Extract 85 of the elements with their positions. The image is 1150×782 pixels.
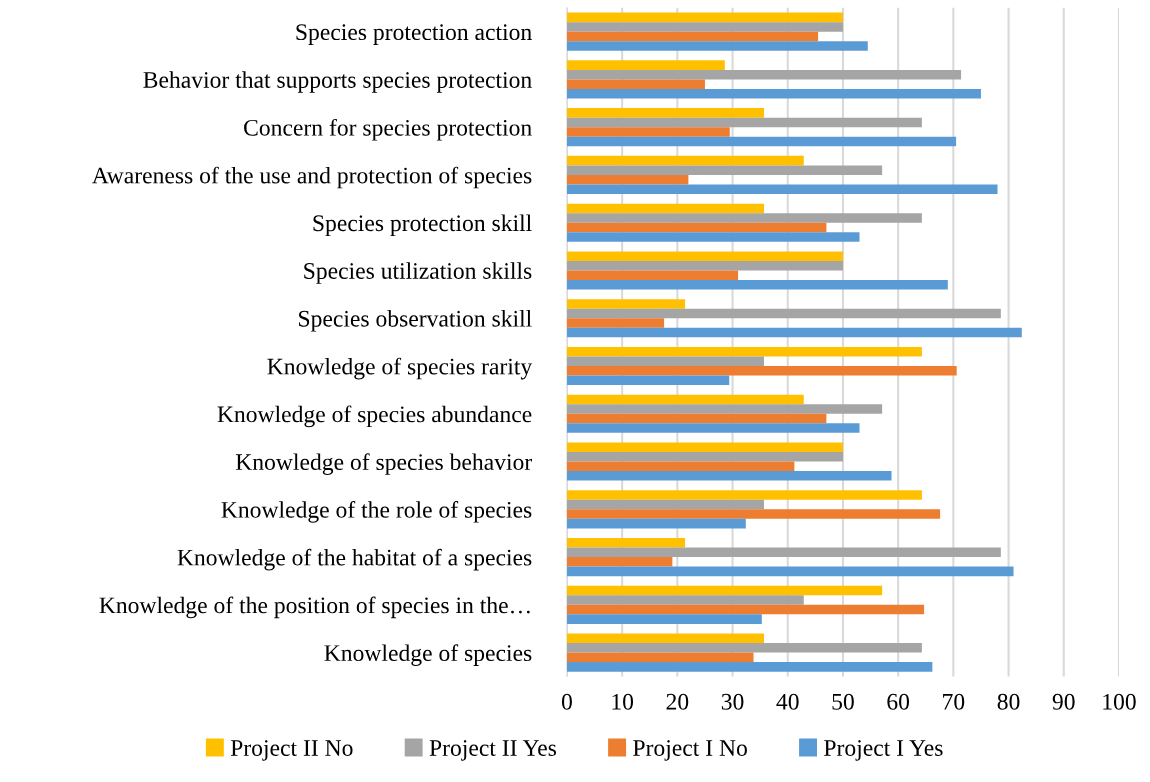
bar xyxy=(566,136,957,147)
legend-label: Project I Yes xyxy=(824,740,943,761)
legend-label: Project I No xyxy=(633,740,747,761)
y-tick-label: Concern for species protection xyxy=(244,118,532,141)
bar xyxy=(566,604,925,615)
bar xyxy=(566,346,922,357)
bar xyxy=(566,451,843,462)
y-tick-label: Species protection skill xyxy=(313,214,532,236)
bar xyxy=(566,155,804,166)
bar xyxy=(566,203,765,214)
bar xyxy=(566,174,689,185)
y-tick-label: Knowledge of species abundance xyxy=(217,405,532,428)
bar xyxy=(566,566,1014,577)
x-tick-label: 70 xyxy=(943,693,965,710)
bar xyxy=(566,260,843,271)
x-tick-label: 30 xyxy=(721,693,744,710)
bar xyxy=(566,270,739,281)
y-tick-label: Knowledge of species xyxy=(324,644,532,666)
legend-label: Project II No xyxy=(230,740,353,761)
bar xyxy=(566,518,746,529)
x-tick-label: 50 xyxy=(832,693,854,710)
bar xyxy=(566,280,948,290)
bar xyxy=(566,31,819,42)
y-tick-label: Knowledge of the habitat of a species xyxy=(177,548,532,571)
x-tick-label: 10 xyxy=(612,693,634,710)
y-tick-label: Knowledge of the position of species in the… xyxy=(99,596,530,619)
bar xyxy=(566,499,765,510)
y-tick-label: Knowledge of species rarity xyxy=(267,357,533,380)
bar xyxy=(566,299,686,309)
bar xyxy=(566,614,762,624)
x-tick-label: 90 xyxy=(1052,693,1075,710)
x-tick-label: 40 xyxy=(776,693,799,710)
bar xyxy=(566,652,754,663)
bar xyxy=(566,41,868,51)
y-tick-label: Species observation skill xyxy=(299,310,532,332)
bar xyxy=(566,213,922,223)
y-tick-label: Species protection action xyxy=(296,24,532,45)
bar xyxy=(566,117,922,128)
bar xyxy=(566,394,804,405)
x-tick-label: 100 xyxy=(1103,693,1136,710)
bar xyxy=(566,127,730,137)
y-tick-label: Species utilization skills xyxy=(304,262,532,284)
bar xyxy=(566,375,730,386)
bar xyxy=(566,222,827,233)
bar xyxy=(566,366,957,376)
bar xyxy=(566,662,933,672)
y-tick-label: Awareness of the use and protection of species xyxy=(92,166,532,189)
bar xyxy=(566,537,686,548)
x-tick-label: 60 xyxy=(887,693,910,710)
bar xyxy=(566,509,941,519)
bar xyxy=(566,356,765,366)
bar xyxy=(566,557,673,567)
bar xyxy=(566,22,843,32)
bar xyxy=(566,413,827,424)
bar xyxy=(566,165,883,175)
y-tick-label: Knowledge of species behavior xyxy=(235,453,533,475)
x-tick-label: 20 xyxy=(666,693,689,710)
bar xyxy=(566,79,705,90)
bar xyxy=(566,547,1001,558)
legend-label: Project II Yes xyxy=(429,740,557,761)
bar xyxy=(566,89,981,99)
bar xyxy=(566,490,922,500)
bar xyxy=(566,404,883,414)
bar xyxy=(566,643,922,653)
x-tick-label: 0 xyxy=(561,693,572,710)
y-tick-label: Knowledge of the role of species xyxy=(221,500,532,523)
bar xyxy=(566,232,860,242)
bar xyxy=(566,69,962,80)
bar xyxy=(566,251,843,261)
bar xyxy=(566,184,998,195)
bar xyxy=(566,585,883,596)
bar xyxy=(566,318,665,328)
bar xyxy=(566,108,765,118)
x-tick-label: 80 xyxy=(997,693,1020,710)
bar xyxy=(566,423,860,433)
bar xyxy=(566,12,843,23)
bar xyxy=(566,327,1022,338)
bar xyxy=(566,471,892,481)
bar xyxy=(566,633,765,643)
bar xyxy=(566,595,804,605)
bar xyxy=(566,60,725,70)
y-tick-label: Behavior that supports species protection xyxy=(143,71,532,93)
bar xyxy=(566,461,795,472)
bar xyxy=(566,442,843,452)
bar xyxy=(566,308,1001,319)
